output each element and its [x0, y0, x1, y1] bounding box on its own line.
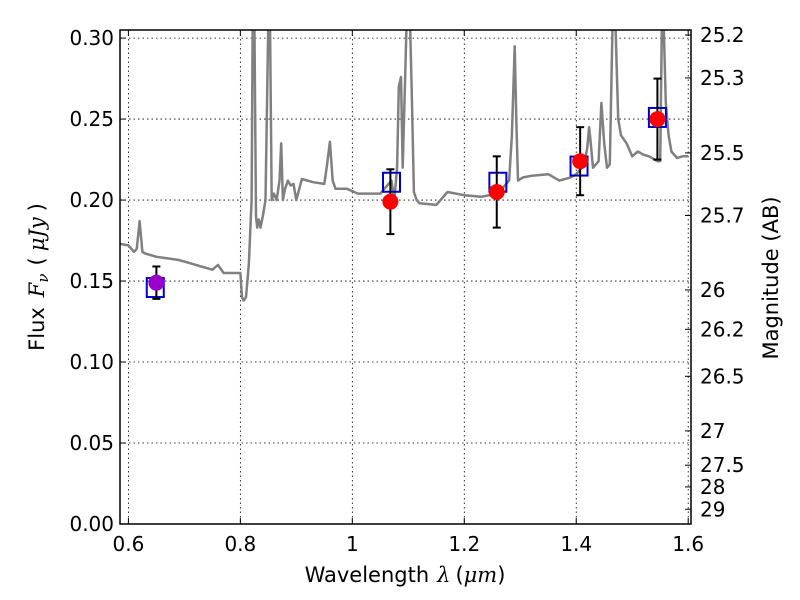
observed-photometry-point — [382, 193, 399, 210]
y2-tick-label: 26 — [700, 278, 725, 302]
y-tick-label: 0.10 — [69, 350, 114, 374]
x-tick-label: 1.2 — [448, 532, 480, 556]
x-axis-label-close-paren: ) — [497, 563, 505, 587]
y-tick-label: 0.25 — [69, 107, 114, 131]
x-axis-label: Wavelength λ (μm) — [305, 563, 506, 587]
y2-tick-label: 29 — [700, 497, 725, 521]
observed-photometry-point — [148, 274, 165, 291]
y2-axis-label: Magnitude (AB) — [759, 196, 783, 359]
y2-tick-label: 26.2 — [700, 317, 745, 341]
y-tick-label: 0.05 — [69, 431, 114, 455]
y-tick-label: 0.00 — [69, 512, 114, 536]
x-tick-label: 0.6 — [112, 532, 144, 556]
y-tick-label: 0.15 — [69, 269, 114, 293]
spectrum-line — [120, 30, 689, 302]
ticks: 0.6 0.8 1 1.2 1.4 1.6 0.00 0.05 0.10 0.15 0.20 0.25… — [69, 23, 744, 556]
y2-tick-label: 25.3 — [700, 66, 745, 90]
model-photometry-point — [382, 171, 402, 193]
y-axis-label-subscript: ν — [34, 273, 52, 282]
x-axis-label-symbol: λ — [436, 563, 450, 587]
plot-frame — [119, 29, 692, 525]
observed-photometry-point — [649, 111, 666, 128]
y-axis-label-unit: μJy — [25, 216, 49, 251]
plot-area — [120, 30, 689, 302]
y-axis-label-close-paren: ) — [25, 203, 49, 211]
y2-tick-label: 28 — [700, 475, 725, 499]
y2-tick-label: 26.5 — [700, 364, 745, 388]
x-tick-label: 1 — [346, 532, 359, 556]
y-axis-label-text: Flux — [25, 307, 49, 351]
y2-tick-label: 27 — [700, 419, 725, 443]
y-axis-label-symbol: F — [25, 281, 49, 298]
y2-tick-label: 25.7 — [700, 203, 745, 227]
x-axis-label-text: Wavelength — [305, 563, 430, 587]
x-tick-label: 1.4 — [560, 532, 592, 556]
plot-background — [120, 30, 691, 524]
y-axis-label-open-paren: ( — [25, 257, 49, 265]
y2-tick-label: 25.5 — [700, 141, 745, 165]
y-axis-label: Flux Fν ( μJy) — [25, 203, 52, 351]
x-axis-label-open-paren: ( — [455, 563, 463, 587]
observed-photometry-point — [488, 183, 505, 200]
y2-tick-label: 27.5 — [700, 453, 745, 477]
y2-tick-label: 25.2 — [700, 23, 745, 47]
y-tick-label: 0.30 — [69, 26, 114, 50]
x-tick-label: 0.8 — [224, 532, 256, 556]
x-axis-label-unit: μm — [464, 563, 498, 587]
x-tick-label: 1.6 — [672, 532, 704, 556]
marker-layer — [145, 77, 667, 300]
y-tick-label: 0.20 — [69, 188, 114, 212]
observed-photometry-point — [572, 153, 589, 170]
